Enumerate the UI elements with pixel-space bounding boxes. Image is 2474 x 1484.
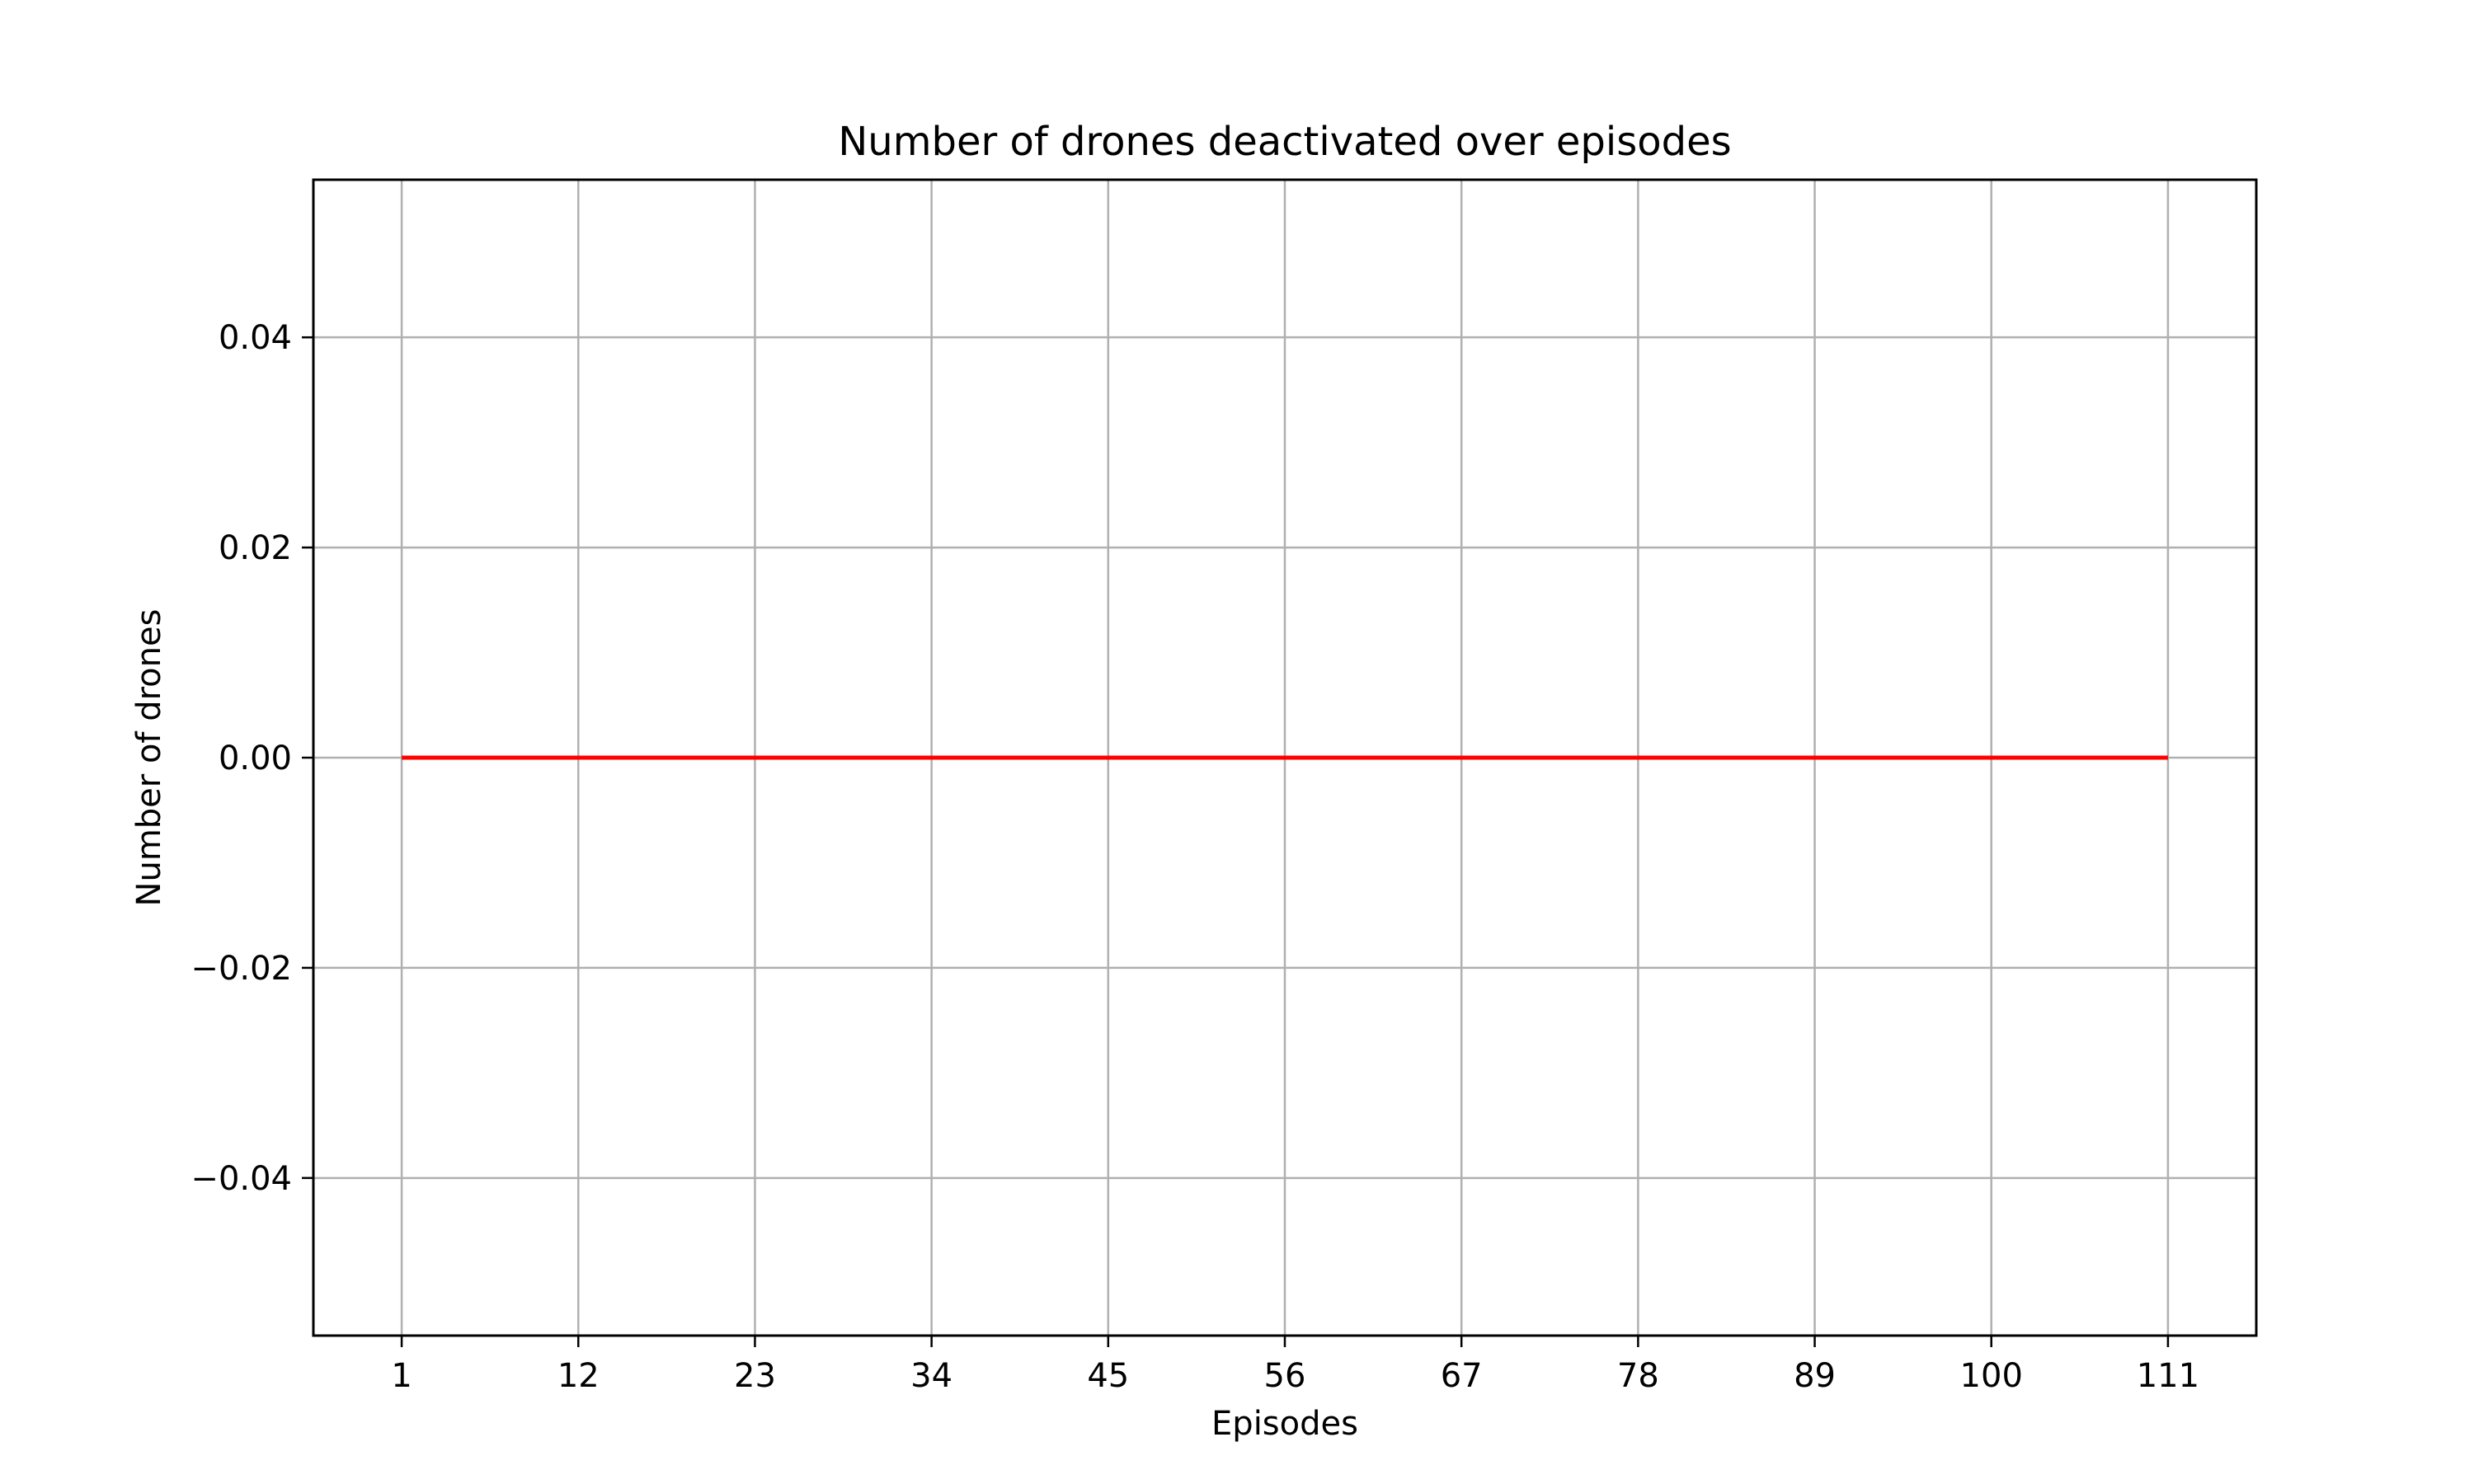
chart-title: Number of drones deactivated over episod… — [838, 119, 1731, 165]
x-tick-label: 12 — [557, 1357, 600, 1395]
x-tick-label: 56 — [1264, 1357, 1306, 1395]
y-tick-label: −0.04 — [190, 1160, 292, 1198]
y-tick-label: 0.02 — [219, 529, 292, 567]
x-tick-label: 100 — [1960, 1357, 2023, 1395]
x-tick-label: 89 — [1794, 1357, 1836, 1395]
x-tick-label: 78 — [1617, 1357, 1659, 1395]
x-axis-ticks: 1 12 23 34 45 56 67 78 89 100 111 — [391, 1336, 2199, 1395]
x-tick-label: 67 — [1441, 1357, 1483, 1395]
x-axis-title: Episodes — [1211, 1405, 1358, 1443]
x-tick-label: 111 — [2137, 1357, 2199, 1395]
y-axis-ticks: −0.04 −0.02 0.00 0.02 0.04 — [190, 319, 313, 1198]
x-tick-label: 34 — [910, 1357, 952, 1395]
y-axis-title: Number of drones — [130, 609, 168, 907]
y-tick-label: −0.02 — [190, 950, 292, 988]
x-tick-label: 1 — [391, 1357, 412, 1395]
y-tick-label: 0.00 — [219, 740, 292, 777]
x-tick-label: 45 — [1087, 1357, 1129, 1395]
y-tick-label: 0.04 — [219, 319, 292, 357]
x-tick-label: 23 — [734, 1357, 776, 1395]
